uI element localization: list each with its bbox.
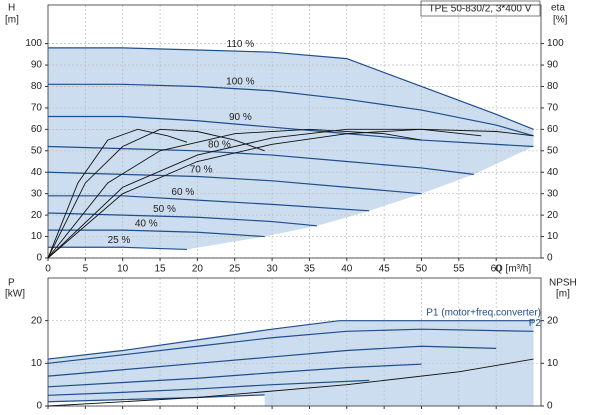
y2-tick-label: 20 [547,210,559,221]
plot-frame [47,277,542,407]
y2-unit: [%] [553,15,568,26]
x-tick-label: 60 [491,264,503,275]
x-tick-label: 5 [83,264,89,275]
y2-tick-label: 0 [547,253,553,264]
curve [47,171,422,195]
curve-label: 70 % [190,164,213,175]
y2-tick-label: 90 [547,60,559,71]
x-tick-label: 0 [45,264,51,275]
power-area [48,320,534,406]
x-tick-label: 45 [379,264,391,275]
curve [48,246,187,251]
curve-label: 50 % [153,204,176,215]
y-tick-label: 40 [31,167,43,178]
curve-label: 25 % [108,235,131,246]
y-unit: [kW] [5,289,25,300]
x-tick-label: 50 [416,264,428,275]
y-tick-label: 0 [36,253,42,264]
x-tick-label: 40 [341,264,353,275]
y2-label: eta [551,3,565,14]
x-tick-label: 25 [229,264,241,275]
curve [47,128,188,259]
y-tick-label: 60 [31,124,43,135]
y2-tick-label: 20 [547,315,559,326]
curve-label: 80 % [208,140,231,151]
chart-title: TPE 50-830/2, 3*400 V [429,4,532,15]
y-tick-label: 20 [31,315,43,326]
y-tick-label: 30 [31,188,43,199]
legend-label: P2 [529,318,542,329]
y2-tick-label: 100 [547,38,564,49]
curve [48,83,534,137]
y-tick-label: 0 [36,401,42,412]
y-tick-label: 10 [31,231,43,242]
y-tick-label: 70 [31,103,43,114]
y2-tick-label: 0 [547,401,553,412]
y2-unit: [m] [556,289,570,300]
curve [47,145,474,175]
y-tick-label: 80 [31,81,43,92]
curve [48,229,265,238]
y2-label: NPSH [549,278,577,289]
y-unit: [m] [5,15,19,26]
y2-tick-label: 50 [547,145,559,156]
curve-label: 100 % [226,77,254,88]
curve [47,128,422,259]
curve [47,394,265,403]
x-tick-label: 10 [117,264,129,275]
curve [48,47,534,130]
y2-tick-label: 10 [547,358,559,369]
y-tick-label: 90 [31,60,43,71]
y2-tick-label: 60 [547,124,559,135]
y2-tick-label: 30 [547,188,559,199]
x-tick-label: 20 [192,264,204,275]
y2-tick-label: 10 [547,231,559,242]
x-label: Q [m³/h] [495,264,531,275]
curve [47,363,422,388]
curve [47,345,497,377]
curve [47,128,534,259]
curve-label: 110 % [227,39,255,50]
x-tick-label: 30 [267,264,279,275]
y-tick-label: 10 [31,358,43,369]
x-tick-label: 55 [453,264,465,275]
curve-label: 90 % [229,112,252,123]
y-label: P [8,278,15,289]
curve [47,212,317,227]
y2-tick-label: 40 [547,167,559,178]
curve [47,128,482,259]
curve [47,320,534,360]
curve [47,358,534,407]
y-label: H [8,3,15,14]
y-tick-label: 20 [31,210,43,221]
legend-label: P1 (motor+freq.converter) [426,307,541,318]
curve-label: 60 % [171,187,194,198]
y-tick-label: 100 [25,38,42,49]
curve [47,379,370,396]
curve-label: 40 % [135,218,158,229]
y2-tick-label: 70 [547,103,559,114]
plot-frame [47,4,542,259]
curve [48,115,534,148]
y2-tick-label: 80 [547,81,559,92]
x-tick-label: 35 [304,264,316,275]
curve [47,328,534,364]
curve [47,128,265,259]
x-tick-label: 15 [154,264,166,275]
y-tick-label: 50 [31,145,43,156]
